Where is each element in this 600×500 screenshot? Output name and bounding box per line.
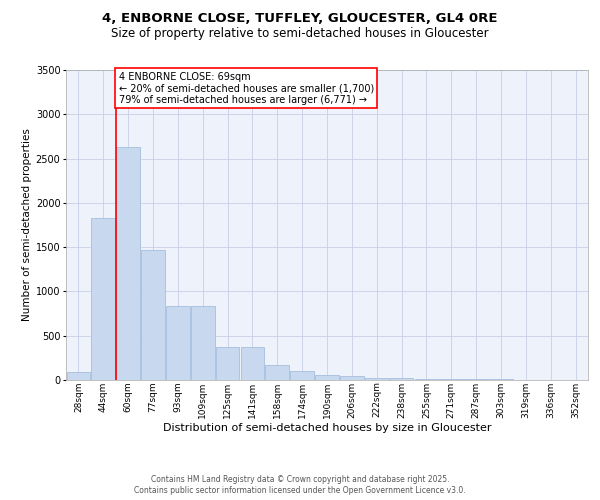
Bar <box>67 372 90 380</box>
Bar <box>191 306 215 380</box>
Bar <box>315 374 339 380</box>
Bar <box>439 378 463 380</box>
Bar <box>290 371 314 380</box>
Text: Contains HM Land Registry data © Crown copyright and database right 2025.: Contains HM Land Registry data © Crown c… <box>151 475 449 484</box>
Bar <box>489 379 513 380</box>
Bar <box>116 147 140 380</box>
Text: Contains public sector information licensed under the Open Government Licence v3: Contains public sector information licen… <box>134 486 466 495</box>
Text: 4 ENBORNE CLOSE: 69sqm
← 20% of semi-detached houses are smaller (1,700)
79% of : 4 ENBORNE CLOSE: 69sqm ← 20% of semi-det… <box>119 72 374 105</box>
Y-axis label: Number of semi-detached properties: Number of semi-detached properties <box>22 128 32 322</box>
Bar <box>241 347 264 380</box>
Bar <box>464 379 488 380</box>
Bar <box>91 218 115 380</box>
Bar <box>166 306 190 380</box>
Text: 4, ENBORNE CLOSE, TUFFLEY, GLOUCESTER, GL4 0RE: 4, ENBORNE CLOSE, TUFFLEY, GLOUCESTER, G… <box>102 12 498 26</box>
Bar <box>365 378 389 380</box>
X-axis label: Distribution of semi-detached houses by size in Gloucester: Distribution of semi-detached houses by … <box>163 424 491 434</box>
Bar <box>415 378 438 380</box>
Bar <box>390 378 413 380</box>
Bar <box>141 250 165 380</box>
Bar <box>216 347 239 380</box>
Bar <box>265 364 289 380</box>
Text: Size of property relative to semi-detached houses in Gloucester: Size of property relative to semi-detach… <box>111 28 489 40</box>
Bar <box>340 376 364 380</box>
